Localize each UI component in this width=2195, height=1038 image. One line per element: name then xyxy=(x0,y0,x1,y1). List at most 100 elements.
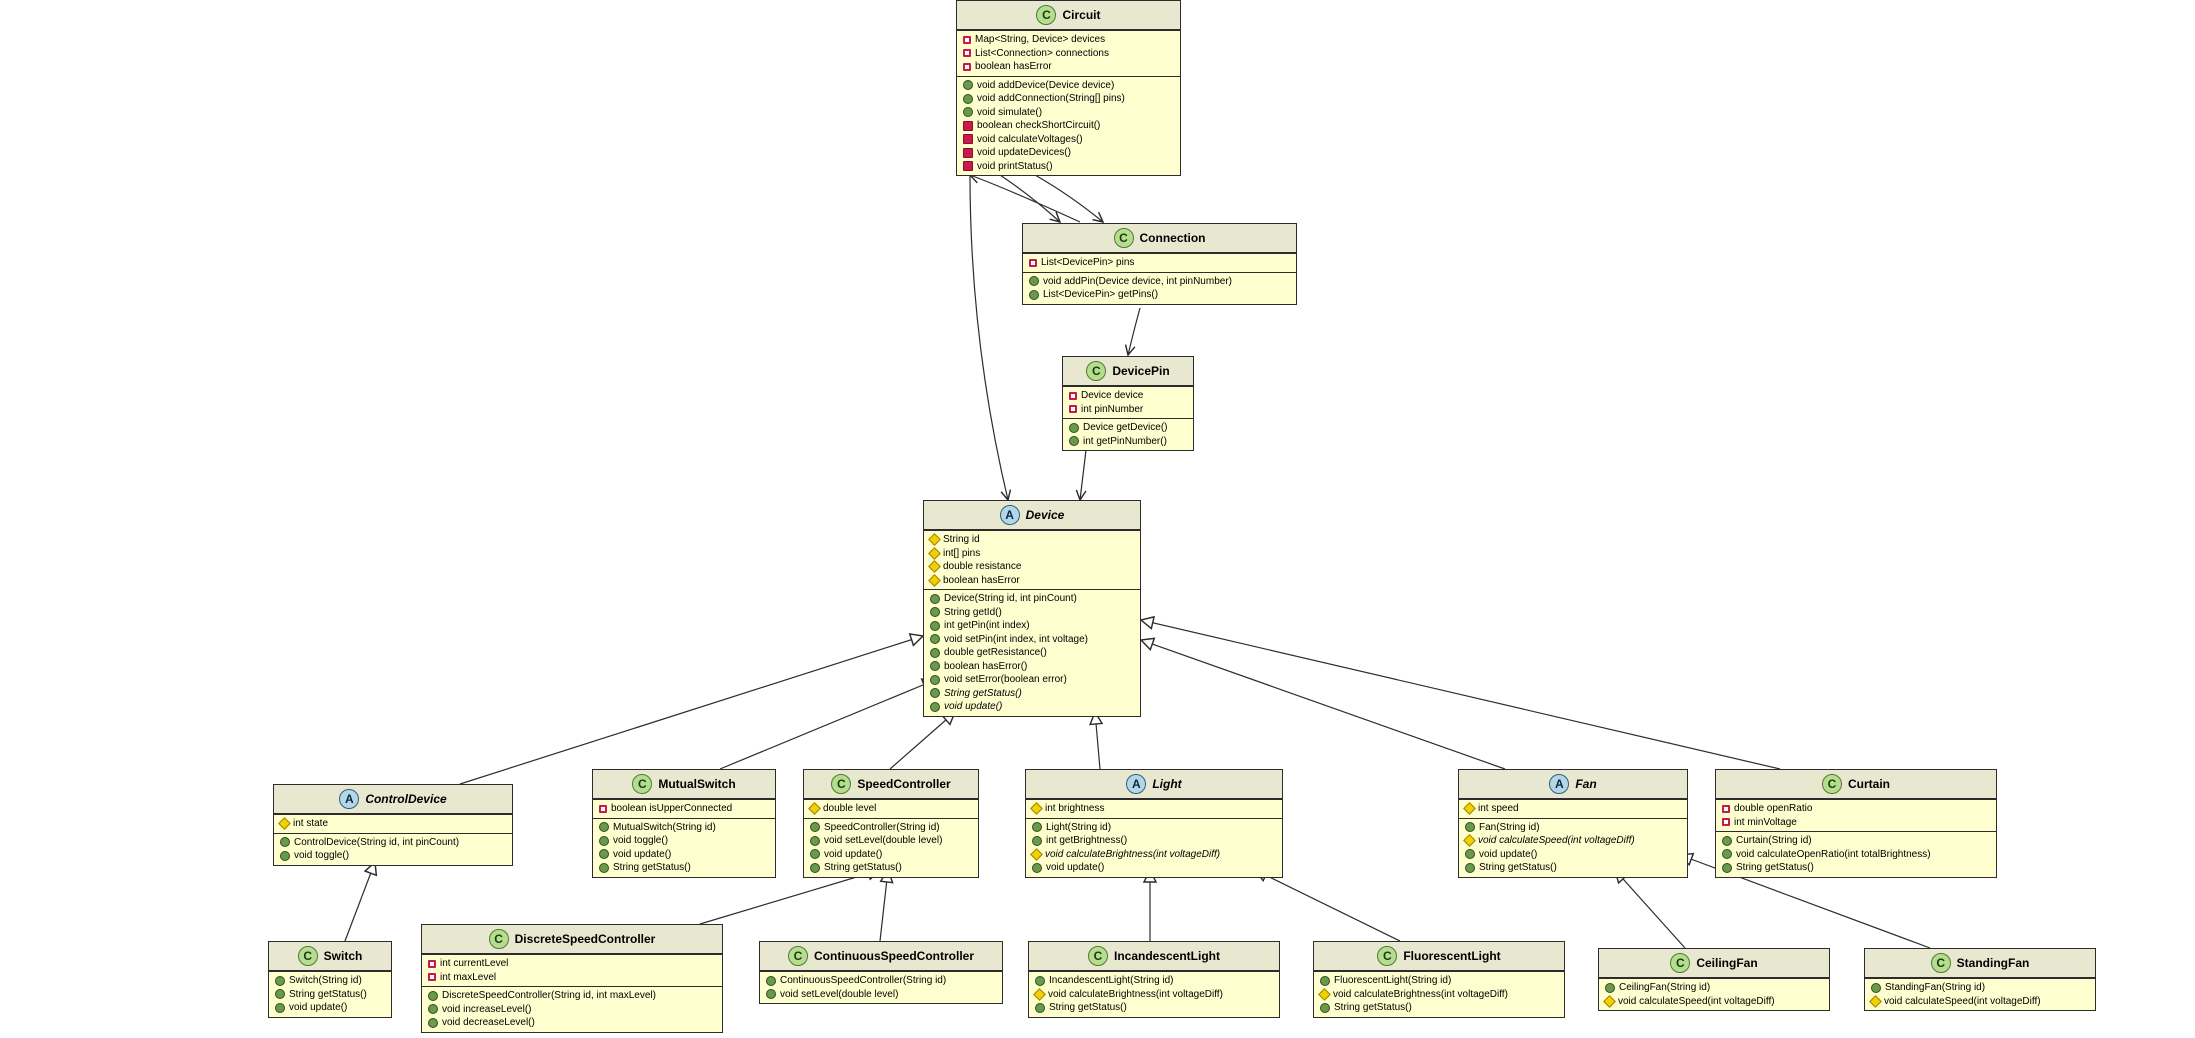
public-visibility-icon xyxy=(930,648,940,658)
private-visibility-icon xyxy=(428,960,436,968)
class-methods-section: void addDevice(Device device)void addCon… xyxy=(957,76,1180,176)
protected-visibility-icon xyxy=(928,560,941,573)
edge xyxy=(970,175,1080,222)
public-visibility-icon xyxy=(1035,976,1045,986)
member-text: Switch(String id) xyxy=(289,974,362,988)
public-visibility-icon xyxy=(810,822,820,832)
member-text: String getStatus() xyxy=(1479,861,1557,875)
class-title: Fan xyxy=(1575,777,1596,791)
class-member: void calculateBrightness(int voltageDiff… xyxy=(1032,848,1276,862)
class-header: CFluorescentLight xyxy=(1314,942,1564,971)
public-visibility-icon xyxy=(275,989,285,999)
class-attrs-section: List<DevicePin> pins xyxy=(1023,253,1296,272)
class-attrs-section: String idint[] pinsdouble resistancebool… xyxy=(924,530,1140,589)
abstract-badge-icon: A xyxy=(339,789,359,809)
class-member: void calculateVoltages() xyxy=(963,133,1174,147)
edge xyxy=(880,870,888,941)
class-member: boolean hasError() xyxy=(930,660,1134,674)
member-text: void calculateBrightness(int voltageDiff… xyxy=(1045,848,1220,862)
public-visibility-icon xyxy=(1069,423,1079,433)
class-member: Switch(String id) xyxy=(275,974,385,988)
class-methods-section: Fan(String id)void calculateSpeed(int vo… xyxy=(1459,818,1687,877)
class-member: void increaseLevel() xyxy=(428,1003,716,1017)
edge xyxy=(1141,640,1505,769)
member-text: void addDevice(Device device) xyxy=(977,79,1114,93)
class-methods-section: Device(String id, int pinCount)String ge… xyxy=(924,589,1140,716)
class-member: DiscreteSpeedController(String id, int m… xyxy=(428,989,716,1003)
public-visibility-icon xyxy=(1465,822,1475,832)
member-text: int maxLevel xyxy=(440,971,496,985)
public-visibility-icon xyxy=(280,851,290,861)
class-member: int minVoltage xyxy=(1722,816,1990,830)
public-visibility-icon xyxy=(275,1003,285,1013)
public-visibility-icon xyxy=(930,702,940,712)
class-member: int state xyxy=(280,817,506,831)
class-member: void update() xyxy=(810,848,972,862)
member-text: void update() xyxy=(1046,861,1104,875)
member-text: int pinNumber xyxy=(1081,403,1143,417)
class-curtain: CCurtaindouble openRatioint minVoltageCu… xyxy=(1715,769,1997,878)
edge xyxy=(1255,870,1400,941)
public-visibility-icon xyxy=(930,675,940,685)
class-member: void simulate() xyxy=(963,106,1174,120)
class-attrs-section: int brightness xyxy=(1026,799,1282,818)
class-methods-section: SpeedController(String id)void setLevel(… xyxy=(804,818,978,877)
private-filled-visibility-icon xyxy=(963,161,973,171)
edge xyxy=(1080,450,1086,500)
class-member: void setLevel(double level) xyxy=(810,834,972,848)
member-text: void calculateVoltages() xyxy=(977,133,1083,147)
class-header: A Fan xyxy=(1459,770,1687,799)
class-member: int[] pins xyxy=(930,547,1134,561)
class-title: SpeedController xyxy=(857,777,950,791)
public-visibility-icon xyxy=(428,991,438,1001)
class-methods-section: CeilingFan(String id)void calculateSpeed… xyxy=(1599,978,1829,1010)
class-member: List<DevicePin> getPins() xyxy=(1029,288,1290,302)
member-text: void toggle() xyxy=(613,834,668,848)
class-member: boolean hasError xyxy=(930,574,1134,588)
class-title: Circuit xyxy=(1062,8,1100,22)
class-member: String getStatus() xyxy=(930,687,1134,701)
public-visibility-icon xyxy=(930,661,940,671)
public-visibility-icon xyxy=(599,863,609,873)
class-member: void calculateBrightness(int voltageDiff… xyxy=(1320,988,1558,1002)
class-header: CConnection xyxy=(1023,224,1296,253)
class-title: Switch xyxy=(324,949,363,963)
member-text: int state xyxy=(293,817,328,831)
class-title: DevicePin xyxy=(1112,364,1169,378)
class-member: String getId() xyxy=(930,606,1134,620)
member-text: List<DevicePin> pins xyxy=(1041,256,1134,270)
member-text: double getResistance() xyxy=(944,646,1047,660)
member-text: int getPinNumber() xyxy=(1083,435,1167,449)
class-title: Curtain xyxy=(1848,777,1890,791)
member-text: Light(String id) xyxy=(1046,821,1111,835)
class-member: String getStatus() xyxy=(1722,861,1990,875)
class-methods-section: StandingFan(String id)void calculateSpee… xyxy=(1865,978,2095,1010)
class-badge-icon: C xyxy=(1931,953,1951,973)
edge xyxy=(345,862,375,941)
private-visibility-icon xyxy=(1069,392,1077,400)
public-visibility-icon xyxy=(1465,863,1475,873)
public-visibility-icon xyxy=(599,836,609,846)
class-member: ContinuousSpeedController(String id) xyxy=(766,974,996,988)
class-member: Device(String id, int pinCount) xyxy=(930,592,1134,606)
class-header: CStandingFan xyxy=(1865,949,2095,978)
member-text: void setError(boolean error) xyxy=(944,673,1067,687)
class-attrs-section: boolean isUpperConnected xyxy=(593,799,775,818)
class-member: boolean isUpperConnected xyxy=(599,802,769,816)
class-member: Device getDevice() xyxy=(1069,421,1187,435)
public-visibility-icon xyxy=(1320,976,1330,986)
class-member: int getBrightness() xyxy=(1032,834,1276,848)
class-member: void update() xyxy=(1465,848,1681,862)
class-member: void update() xyxy=(275,1001,385,1015)
abstract-badge-icon: A xyxy=(1549,774,1569,794)
class-member: void toggle() xyxy=(599,834,769,848)
class-badge-icon: C xyxy=(831,774,851,794)
class-member: boolean checkShortCircuit() xyxy=(963,119,1174,133)
class-attrs-section: int currentLevelint maxLevel xyxy=(422,954,722,986)
class-member: ControlDevice(String id, int pinCount) xyxy=(280,836,506,850)
member-text: void addConnection(String[] pins) xyxy=(977,92,1125,106)
public-visibility-icon xyxy=(1722,863,1732,873)
private-visibility-icon xyxy=(963,36,971,44)
edge xyxy=(1128,308,1140,355)
class-badge-icon: C xyxy=(1822,774,1842,794)
